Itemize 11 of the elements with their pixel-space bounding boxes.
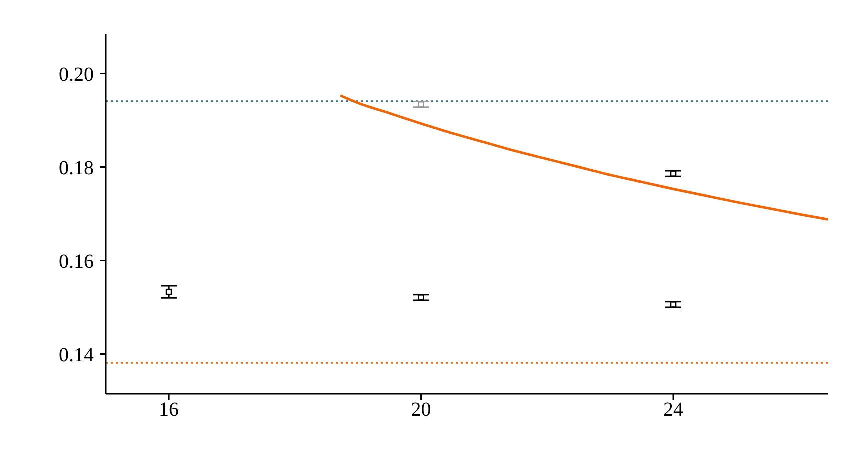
point: [670, 302, 677, 308]
line-series: [339, 94, 828, 221]
y-tick-label: 0.20: [59, 64, 94, 86]
x-tick-label: 20: [411, 399, 432, 422]
y-tick-label: 0.18: [59, 157, 94, 180]
y-tick-label: 0.14: [59, 344, 94, 366]
x-tick-label: 16: [159, 399, 180, 422]
y-tick-label: 0.16: [59, 250, 94, 273]
x-tick-label: 24: [664, 399, 684, 422]
point: [166, 288, 172, 296]
point: [670, 170, 677, 177]
